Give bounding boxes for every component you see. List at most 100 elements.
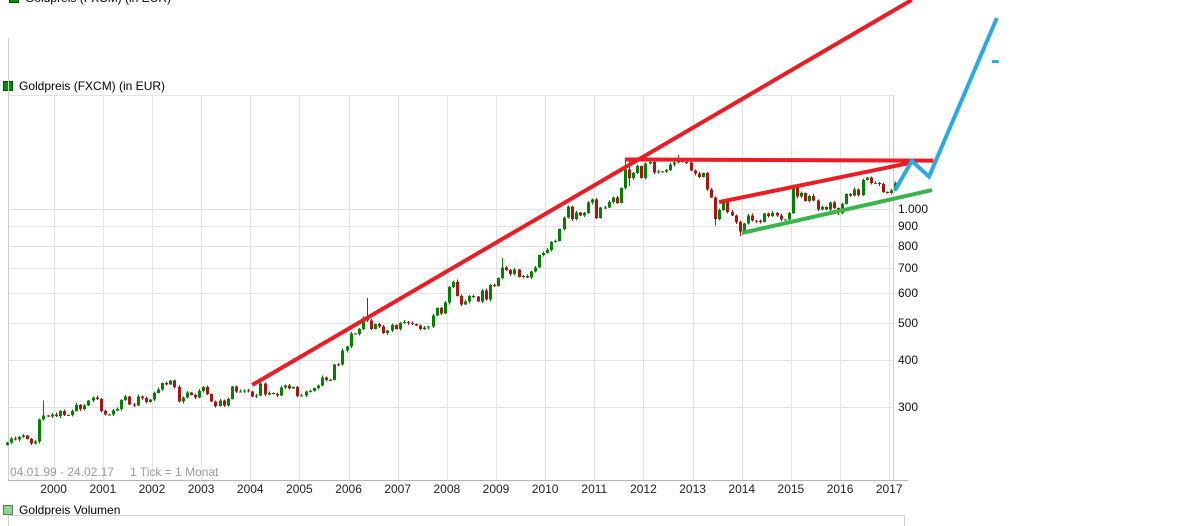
candle[interactable] [784,219,787,221]
candle[interactable] [214,400,217,408]
candle[interactable] [235,385,238,393]
candle[interactable] [477,296,480,302]
candle[interactable] [644,162,647,180]
candle[interactable] [493,283,496,287]
candle[interactable] [133,403,136,407]
resistance-line[interactable] [624,157,934,163]
candle[interactable] [268,391,271,396]
candle[interactable] [468,294,471,304]
candle[interactable] [657,169,660,174]
candle[interactable] [137,394,140,407]
candle[interactable] [780,213,783,221]
candle[interactable] [329,378,332,381]
candle[interactable] [731,210,734,217]
candle[interactable] [296,385,299,398]
candle[interactable] [612,196,615,204]
candle[interactable] [149,399,152,403]
candle[interactable] [653,161,656,175]
volume-legend[interactable]: Goldpreis Volumen [3,503,120,517]
candle[interactable] [694,169,697,176]
candle[interactable] [22,434,25,439]
candle[interactable] [280,385,283,397]
support-line[interactable] [741,188,933,235]
candle[interactable] [251,390,254,397]
candle[interactable] [812,194,815,202]
candle[interactable] [112,409,115,416]
candle[interactable] [501,258,504,280]
candle[interactable] [575,210,578,221]
candle[interactable] [178,385,181,403]
candle[interactable] [833,200,836,210]
candle[interactable] [526,274,529,279]
candle[interactable] [337,363,340,367]
candle[interactable] [264,382,267,397]
candle[interactable] [669,162,672,172]
candle[interactable] [108,413,111,416]
candle[interactable] [460,294,463,306]
candle[interactable] [321,375,324,387]
candle[interactable] [190,391,193,396]
candle[interactable] [206,385,209,396]
candle[interactable] [534,266,537,273]
candle[interactable] [853,187,856,197]
candle[interactable] [419,324,422,331]
candle[interactable] [284,384,287,390]
candle[interactable] [444,300,447,315]
candle[interactable] [165,381,168,386]
candle[interactable] [272,392,275,395]
candle[interactable] [79,404,82,412]
candle[interactable] [636,164,639,175]
candle[interactable] [313,387,316,392]
candle[interactable] [358,327,361,336]
candle[interactable] [14,436,17,441]
candle[interactable] [182,396,185,404]
candle[interactable] [18,436,21,442]
candle[interactable] [452,280,455,288]
candle[interactable] [247,388,250,393]
candle[interactable] [411,321,414,326]
candle[interactable] [546,248,549,254]
candle[interactable] [34,439,37,445]
candle[interactable] [550,241,553,252]
candle[interactable] [10,437,13,444]
candle[interactable] [71,409,74,417]
candle[interactable] [604,206,607,209]
candle[interactable] [554,239,557,244]
candle[interactable] [145,396,148,404]
candle[interactable] [591,198,594,205]
candle[interactable] [305,390,308,398]
candle[interactable] [288,383,291,390]
candle[interactable] [309,389,312,393]
candle[interactable] [530,270,533,280]
short-uptrend-line[interactable] [718,160,913,205]
candle[interactable] [522,274,525,279]
candle[interactable] [161,382,164,392]
candle[interactable] [386,329,389,335]
candle[interactable] [116,407,119,412]
candle[interactable] [194,393,197,399]
candle[interactable] [96,395,99,400]
candle[interactable] [395,324,398,330]
candle[interactable] [391,323,394,332]
candle[interactable] [587,200,590,214]
candle[interactable] [788,212,791,222]
candle[interactable] [399,321,402,331]
candle[interactable] [481,289,484,303]
candle[interactable] [702,172,705,178]
candle[interactable] [440,306,443,315]
candle[interactable] [759,219,762,224]
candle[interactable] [472,294,475,298]
candle[interactable] [231,385,234,400]
candle[interactable] [259,381,262,397]
candle[interactable] [276,392,279,397]
candle[interactable] [505,265,508,271]
candle[interactable] [755,219,758,223]
candle[interactable] [874,181,877,184]
candle[interactable] [59,410,62,418]
candle[interactable] [120,399,123,412]
candle[interactable] [497,277,500,287]
candle[interactable] [825,206,828,211]
candle[interactable] [808,194,811,203]
candle[interactable] [219,398,222,407]
